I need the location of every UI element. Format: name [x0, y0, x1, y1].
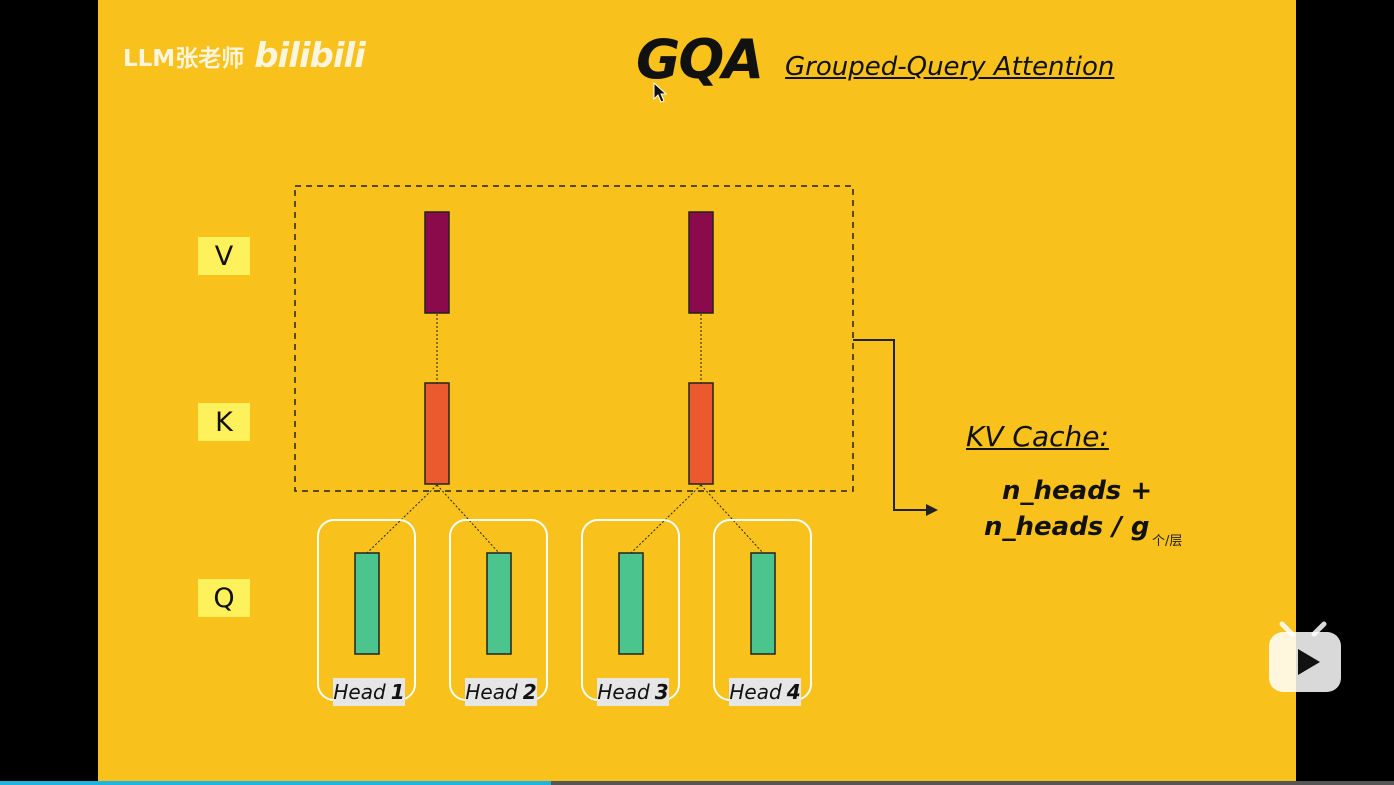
play-icon[interactable] [1268, 620, 1342, 694]
kv-group-box [294, 185, 854, 492]
slide: LLM张老师 bilibili GQA Grouped-Query Attent… [98, 0, 1296, 785]
watermark: LLM张老师 bilibili [123, 36, 366, 76]
k-q-connector [366, 484, 438, 554]
kv-cache-unit: 个/层 [1152, 534, 1183, 549]
value-bar [424, 211, 450, 314]
key-bar [424, 382, 450, 485]
progress-bar[interactable] [0, 781, 551, 785]
kv-cache-title: KV Cache: [966, 420, 1109, 453]
gqa-diagram [294, 185, 938, 701]
value-bar [688, 211, 714, 314]
row-label-v: V [198, 237, 250, 275]
head-label-2: Head 2 [465, 678, 537, 706]
head-label-1: Head 1 [333, 678, 405, 706]
key-bar [688, 382, 714, 485]
kv-cache-formula-line2: n_heads / g [984, 512, 1150, 542]
kv-arrow [853, 339, 930, 511]
k-q-connector [436, 484, 500, 554]
slide-subtitle: Grouped-Query Attention [785, 52, 1115, 82]
k-q-connector [700, 484, 764, 554]
row-label-k: K [198, 403, 250, 441]
slide-title: GQA [636, 28, 764, 91]
head-label-4: Head 4 [729, 678, 801, 706]
kv-arrow-head [926, 504, 938, 516]
bilibili-logo: bilibili [254, 36, 366, 76]
query-bar [354, 552, 380, 655]
query-bar [618, 552, 644, 655]
query-bar [486, 552, 512, 655]
mouse-pointer-icon [653, 82, 668, 103]
head-label-3: Head 3 [597, 678, 669, 706]
watermark-text: LLM张老师 [123, 46, 245, 72]
kv-cache-formula-line1: n_heads + [1002, 476, 1153, 506]
row-label-q: Q [198, 579, 250, 617]
k-q-connector [630, 484, 702, 554]
query-bar [750, 552, 776, 655]
progress-track[interactable] [0, 781, 1394, 785]
